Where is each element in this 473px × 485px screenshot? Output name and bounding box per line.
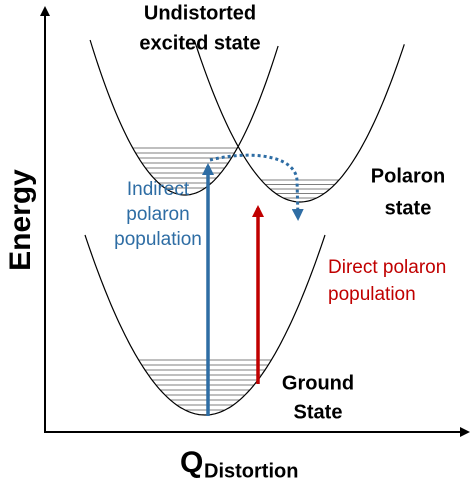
- relaxation-arrow: [209, 153, 304, 221]
- indirect-label: population: [114, 229, 202, 250]
- direct-label: Direct polaron: [328, 257, 446, 278]
- ground-label: State: [294, 401, 343, 423]
- x-axis-label: Q: [180, 446, 203, 479]
- y-axis-label: Energy: [4, 169, 37, 271]
- polaron-label: Polaron: [371, 165, 445, 187]
- ground-label: Ground: [282, 372, 354, 394]
- excited-parabola: [89, 39, 279, 196]
- indirect-label: Indirect: [127, 179, 190, 200]
- direct-label: population: [328, 284, 416, 305]
- indirect-label: polaron: [126, 204, 189, 225]
- x-axis-subscript: Distortion: [204, 460, 298, 482]
- polaron-parabola: [193, 39, 405, 203]
- excited-label: Undistorted: [144, 2, 256, 24]
- ground-parabola: [84, 234, 326, 416]
- excited-label: excited state: [139, 32, 260, 54]
- polaron-label: state: [385, 197, 432, 219]
